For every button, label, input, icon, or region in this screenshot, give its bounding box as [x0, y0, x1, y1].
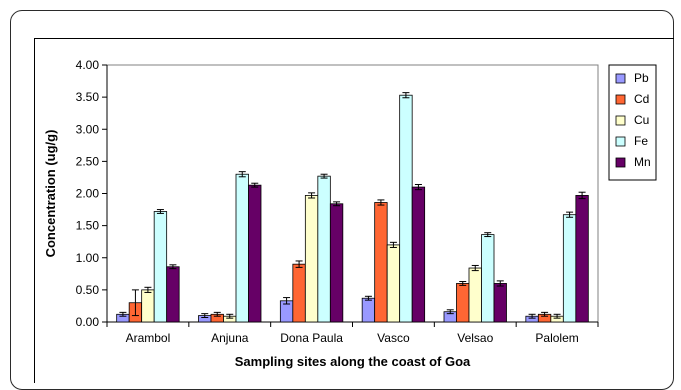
bar-fe — [317, 175, 331, 323]
y-tick-label: 0.50 — [76, 283, 100, 297]
y-tick-label: 4.00 — [76, 58, 100, 72]
x-tick-label: Arambol — [126, 331, 171, 345]
bar-cu — [468, 267, 482, 323]
x-tick-label: Anjuna — [211, 331, 249, 345]
bar-mn — [248, 184, 262, 323]
legend-label-cu: Cu — [634, 113, 649, 127]
bar-cu — [304, 195, 319, 323]
y-tick-label: 2.00 — [76, 187, 100, 201]
y-tick-label: 1.50 — [76, 219, 100, 233]
bar-cd — [374, 202, 388, 323]
x-tick-label: Palolem — [535, 331, 578, 345]
legend-swatch-cu — [615, 115, 626, 126]
bar-cu — [141, 289, 155, 323]
x-tick-label: Velsao — [457, 331, 493, 345]
legend-swatch-mn — [615, 157, 626, 168]
legend-swatch-pb — [615, 73, 626, 84]
chart-area-border — [34, 38, 674, 383]
y-tick-label: 1.00 — [76, 251, 100, 265]
plot-background — [106, 64, 599, 323]
x-tick-label: Dona Paula — [280, 331, 343, 345]
bar-fe — [481, 234, 495, 323]
y-axis-title: Concentration (ug/g) — [43, 130, 58, 258]
bar-mn — [575, 195, 589, 323]
x-axis-title: Sampling sites along the coast of Goa — [235, 354, 471, 369]
bar-fe — [235, 173, 249, 323]
bar-fe — [399, 94, 413, 323]
bar-cd — [456, 283, 470, 323]
y-tick-label: 3.00 — [76, 122, 100, 136]
bar-pb — [361, 297, 376, 323]
legend: Pb Cd Cu Fe Mn — [608, 64, 657, 181]
y-tick-label: 2.50 — [76, 154, 100, 168]
y-tick-label: 3.50 — [76, 90, 100, 104]
legend-swatch-cd — [615, 94, 626, 105]
legend-label-mn: Mn — [634, 155, 651, 169]
bar-fe — [153, 211, 168, 323]
y-tick-label: 0.00 — [76, 315, 100, 329]
bar-mn — [166, 266, 180, 323]
bar-cu — [386, 244, 401, 323]
x-tick-label: Vasco — [377, 331, 410, 345]
bar-cd — [292, 263, 306, 323]
bar-fe — [562, 214, 577, 323]
plot-area: 0.00 0.50 1.00 1.50 2.00 2.50 3.00 3.50 4.00 Aram… — [76, 58, 599, 345]
legend-label-pb: Pb — [634, 71, 649, 85]
bar-mn — [493, 283, 507, 323]
legend-label-fe: Fe — [634, 134, 648, 148]
bar-mn — [329, 203, 344, 323]
legend-label-cd: Cd — [634, 92, 649, 106]
bar-mn — [411, 186, 426, 323]
legend-swatch-fe — [615, 136, 626, 147]
